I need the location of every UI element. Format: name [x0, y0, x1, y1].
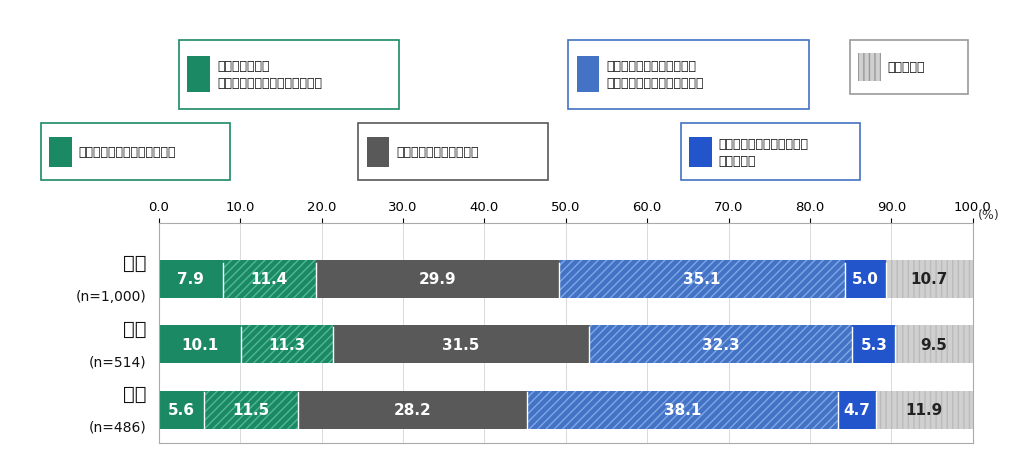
Text: 男性: 男性	[123, 319, 146, 338]
Text: 減ると思う: 減ると思う	[719, 154, 757, 168]
Text: (%): (%)	[978, 208, 999, 221]
Text: 10.7: 10.7	[910, 272, 948, 287]
Text: どちらかといえば増えると思う: どちらかといえば増えると思う	[217, 77, 323, 90]
Bar	[159, 391, 205, 429]
Text: 32.3: 32.3	[702, 337, 739, 352]
Text: 厳罰化しても、: 厳罰化しても、	[217, 60, 269, 73]
Text: 全体: 全体	[123, 254, 146, 273]
Bar	[159, 260, 223, 298]
Text: 35.1: 35.1	[683, 272, 721, 287]
Bar	[205, 391, 298, 429]
Text: 5.3: 5.3	[860, 337, 888, 352]
Text: 5.0: 5.0	[852, 272, 879, 287]
Text: 11.4: 11.4	[251, 272, 288, 287]
Text: 28.2: 28.2	[394, 403, 431, 417]
Bar	[838, 391, 876, 429]
Text: 女性: 女性	[123, 385, 146, 404]
Bar	[298, 391, 527, 429]
Bar	[223, 260, 315, 298]
Bar	[886, 260, 973, 298]
Text: 9.5: 9.5	[921, 337, 947, 352]
Text: (n=1,000): (n=1,000)	[76, 289, 146, 303]
Bar	[223, 260, 315, 298]
Text: 4.7: 4.7	[844, 403, 870, 417]
Text: 11.5: 11.5	[232, 403, 269, 417]
Bar	[895, 326, 973, 364]
Text: どちらかといえば減ると思う: どちらかといえば減ると思う	[606, 77, 703, 90]
Text: 厳罰化したことによって、: 厳罰化したことによって、	[719, 137, 809, 150]
Bar	[876, 391, 973, 429]
Bar	[852, 326, 895, 364]
Text: 7.9: 7.9	[177, 272, 205, 287]
Text: 29.9: 29.9	[419, 272, 457, 287]
Bar	[895, 326, 973, 364]
Text: 厳罰化しても、増えると思う: 厳罰化しても、増えると思う	[79, 146, 176, 159]
Bar	[590, 326, 852, 364]
Text: 38.1: 38.1	[664, 403, 701, 417]
Text: わからない: わからない	[888, 61, 926, 74]
Bar	[527, 391, 838, 429]
Bar	[205, 391, 298, 429]
Bar	[559, 260, 845, 298]
Bar	[845, 260, 886, 298]
Text: 厳罰化したことによって、: 厳罰化したことによって、	[606, 60, 696, 73]
Text: 11.3: 11.3	[268, 337, 305, 352]
Bar	[876, 391, 973, 429]
Text: 31.5: 31.5	[442, 337, 480, 352]
Bar	[333, 326, 590, 364]
Bar	[590, 326, 852, 364]
Text: 10.1: 10.1	[181, 337, 218, 352]
Bar	[241, 326, 333, 364]
Bar	[886, 260, 973, 298]
Text: (n=514): (n=514)	[89, 355, 146, 368]
Bar	[241, 326, 333, 364]
Bar	[159, 326, 241, 364]
Bar	[315, 260, 559, 298]
Text: (n=486): (n=486)	[89, 420, 146, 434]
Bar	[527, 391, 838, 429]
Text: 厳罰化前後で変わらない: 厳罰化前後で変わらない	[396, 146, 479, 159]
Text: 11.9: 11.9	[906, 403, 943, 417]
Text: 5.6: 5.6	[168, 403, 195, 417]
Bar	[559, 260, 845, 298]
